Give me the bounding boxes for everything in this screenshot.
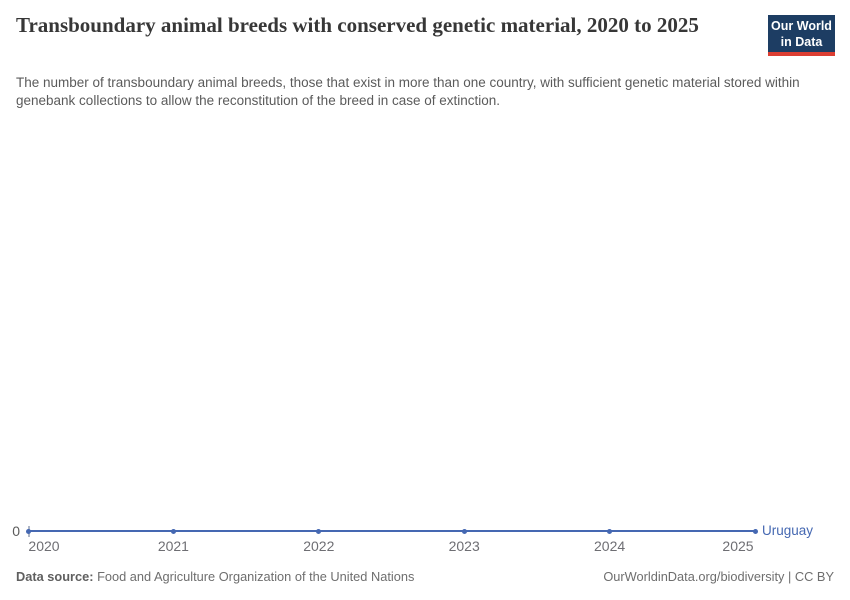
chart-title: Transboundary animal breeds with conserv… — [16, 13, 699, 37]
data-point-2022[interactable] — [316, 528, 322, 534]
x-tick-label-2020: 2020 — [28, 538, 60, 554]
x-tick-label-2025: 2025 — [722, 538, 754, 554]
series-line — [28, 530, 755, 532]
y-axis-zero-label: 0 — [12, 523, 20, 539]
chart-subtitle: The number of transboundary animal breed… — [16, 75, 800, 108]
owid-logo-line2: in Data — [780, 35, 823, 49]
x-tick-label-2023: 2023 — [448, 538, 480, 554]
data-point-2025[interactable] — [752, 528, 758, 534]
chart-footer: Data source: Food and Agriculture Organi… — [16, 568, 834, 585]
owid-logo[interactable]: Our World in Data — [768, 15, 835, 56]
data-point-2023[interactable] — [461, 528, 467, 534]
x-tick-label-2024: 2024 — [594, 538, 626, 554]
x-tick-label-2022: 2022 — [303, 538, 335, 554]
data-point-2020[interactable] — [25, 528, 31, 534]
data-source-text: Food and Agriculture Organization of the… — [93, 569, 415, 584]
data-source-label: Data source: — [16, 569, 94, 584]
attribution-link[interactable]: OurWorldinData.org/biodiversity | CC BY — [603, 569, 834, 584]
x-tick-label-2021: 2021 — [157, 538, 189, 554]
data-point-2024[interactable] — [607, 528, 613, 534]
data-source-note: Data source: Food and Agriculture Organi… — [16, 568, 414, 585]
owid-logo-line1: Our World — [771, 19, 832, 33]
entity-label[interactable]: Uruguay — [762, 523, 814, 538]
data-point-2021[interactable] — [170, 528, 176, 534]
